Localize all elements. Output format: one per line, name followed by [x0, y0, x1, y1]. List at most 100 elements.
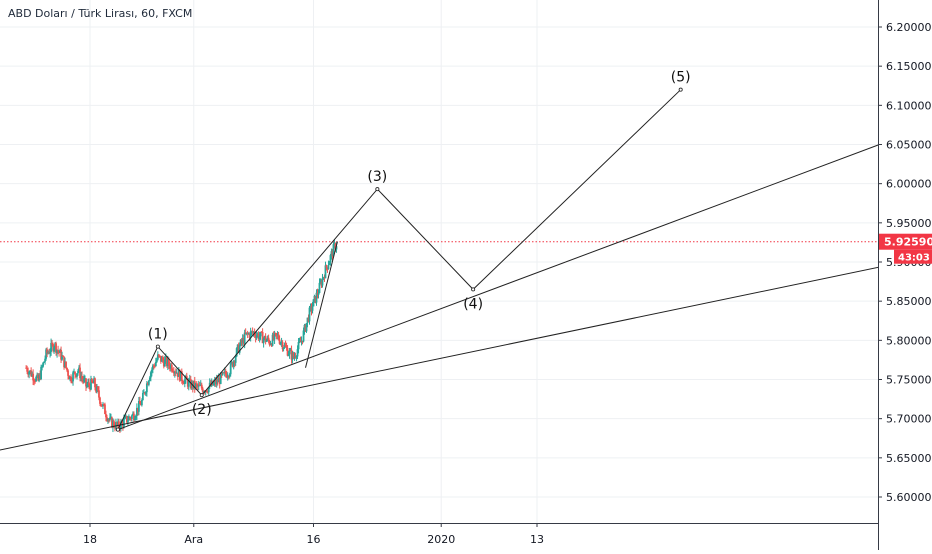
candle-body: [332, 244, 335, 257]
candle-body: [102, 404, 104, 407]
candle-body: [162, 360, 165, 367]
candle-body: [133, 413, 135, 421]
candle-body: [314, 295, 317, 303]
candle-body: [193, 380, 196, 389]
candle-body: [205, 390, 208, 392]
candle-body: [305, 323, 308, 332]
wave-label: (1): [148, 327, 168, 343]
candle-body: [286, 347, 289, 356]
countdown-label: 43:03: [898, 253, 930, 264]
candle-body: [159, 355, 162, 362]
candle-body: [53, 347, 55, 351]
candle-body: [331, 251, 334, 257]
candle-body: [267, 337, 270, 341]
candle-body: [275, 333, 278, 336]
candle-body: [100, 403, 102, 405]
candle-body: [119, 427, 121, 430]
candle-body: [88, 382, 90, 386]
candle-body: [112, 421, 114, 428]
candle-body: [281, 342, 284, 350]
candle-body: [51, 342, 53, 345]
candle-body: [114, 426, 116, 429]
candle-body: [271, 334, 274, 346]
candle-body: [284, 344, 287, 347]
candle-body: [335, 246, 338, 250]
time-tick-label: 2020: [427, 533, 455, 546]
candle-body: [183, 379, 186, 384]
candle-body: [328, 261, 331, 266]
candle-body: [195, 383, 198, 385]
candle-body: [287, 354, 290, 356]
grid-layer: [0, 0, 878, 523]
candle-body: [55, 343, 57, 353]
price-tick-label: 5.75000: [886, 374, 932, 387]
candle-body: [215, 379, 218, 385]
candle-body: [136, 407, 139, 412]
candle-body: [170, 364, 173, 371]
candle-body: [54, 343, 56, 348]
candle-body: [110, 417, 112, 419]
candle-body: [192, 380, 195, 389]
candle-body: [242, 338, 245, 344]
candle-body: [124, 417, 126, 420]
candle-body: [164, 357, 167, 360]
candle-body: [252, 331, 255, 333]
wave-label: (3): [367, 169, 387, 185]
current-price-label: 5.92590: [884, 236, 932, 249]
candle-body: [200, 384, 203, 389]
candle-body: [258, 336, 261, 340]
candle-body: [212, 382, 215, 385]
candle-body: [61, 355, 63, 360]
candle-body: [149, 372, 152, 378]
candle-body: [227, 376, 230, 378]
candle-body: [213, 380, 216, 383]
candle-body: [34, 380, 37, 382]
candle-body: [62, 355, 64, 357]
candle-body: [133, 418, 136, 421]
price-tick-label: 5.70000: [886, 413, 932, 426]
candle-body: [40, 366, 43, 380]
candle-body: [89, 385, 91, 390]
candle-body: [97, 386, 99, 391]
candle-body: [302, 330, 305, 342]
candle-body: [107, 419, 109, 421]
candle-body: [249, 331, 252, 339]
candle-body: [291, 352, 294, 360]
candle-body: [234, 356, 237, 363]
candle-body: [311, 306, 314, 311]
time-tick-label: Ara: [184, 533, 203, 546]
candle-body: [36, 374, 39, 377]
candle-body: [106, 417, 108, 421]
candle-body: [95, 387, 97, 392]
candle-body: [297, 342, 300, 350]
candle-body: [290, 349, 293, 360]
candle-body: [103, 404, 105, 406]
candle-body: [327, 265, 330, 270]
candle-body: [129, 416, 131, 418]
candle-body: [288, 350, 291, 355]
candle-body: [245, 332, 248, 334]
candle-body: [322, 277, 325, 279]
candle-body: [262, 338, 265, 344]
candle-body: [156, 354, 159, 360]
countdown-badge: [894, 249, 932, 264]
candle-body: [148, 377, 151, 381]
candle-body: [137, 401, 140, 412]
candle-body: [77, 370, 79, 374]
time-tick-label: 13: [530, 533, 544, 546]
candle-body: [66, 367, 68, 371]
candle-body: [199, 384, 202, 386]
candle-body: [85, 378, 87, 387]
candle-body: [69, 376, 71, 380]
candle-body: [248, 333, 251, 339]
candle-body: [300, 340, 303, 343]
wave-label: (5): [671, 70, 691, 86]
candle-body: [303, 324, 306, 331]
candle-body: [279, 342, 282, 344]
candle-body: [160, 357, 163, 362]
candle-body: [315, 292, 318, 303]
candle-body: [67, 370, 69, 376]
candle-body: [321, 278, 324, 286]
